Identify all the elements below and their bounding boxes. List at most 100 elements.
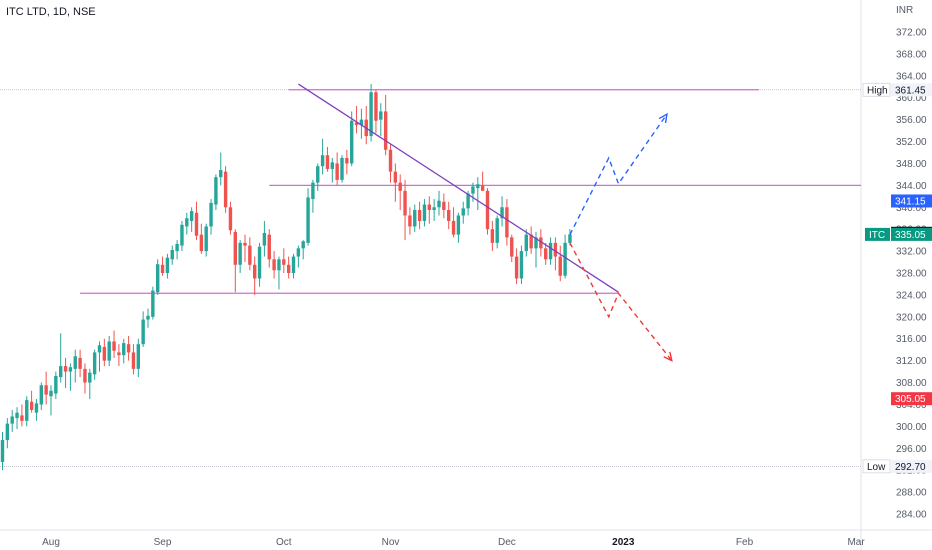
candle-body [442,201,446,211]
x-tick-label: Nov [382,537,400,548]
candle-body [243,242,247,246]
projection-down-arrow-arrowhead [663,351,673,362]
y-tick-label: 352.00 [896,137,927,148]
candle-body [233,231,237,265]
candle-body [340,157,344,180]
candle-body [209,202,213,227]
candle-body [272,259,276,271]
candle-body [320,155,325,167]
candle-body [131,352,136,369]
candle-body [151,290,155,317]
candle-body [112,341,116,351]
y-tick-label: 296.00 [896,444,927,455]
candle-body [59,366,63,378]
candle-body [97,345,102,353]
candle-body [136,344,140,369]
candle-body [44,385,48,395]
y-tick-label: 356.00 [896,115,927,126]
y-tick-label: 372.00 [896,28,927,39]
candle-body [451,220,456,235]
candle-body [553,242,558,257]
candle-body [39,385,43,405]
price-tag-box [891,392,932,406]
price-tag-value: 341.15 [895,196,926,207]
candle-body [25,400,29,421]
trendline[interactable] [297,83,619,293]
price-tag-box [891,459,932,473]
candle-body [330,162,334,169]
candle-body [107,341,111,361]
candle-body [398,182,402,191]
y-tick-label: 328.00 [896,269,927,280]
candle-body [393,171,398,183]
candle-body [490,229,495,243]
y-tick-label: 368.00 [896,49,927,60]
candle-body [568,234,572,243]
candle-body [175,243,179,252]
price-tag-name [862,459,891,474]
candle-body [0,440,5,462]
candle-body [15,412,19,419]
candle-body [306,197,310,243]
candle-body [267,234,271,260]
candle-body [524,234,528,252]
candle-body [456,215,461,235]
candle-body [485,190,490,230]
candle-body [510,237,514,257]
candle-body [529,234,533,249]
x-tick-label: Mar [847,537,865,548]
candle-body [335,163,339,180]
candle-body [189,211,194,221]
candle-body [447,210,451,221]
projection-down-arrow[interactable] [569,242,673,362]
price-tag-name [865,227,890,241]
candle-body [223,171,228,208]
price-tag-value: 335.05 [895,230,926,241]
price-tag-name-text: Low [867,462,886,473]
candle-body [286,264,291,273]
candle-body [388,149,393,172]
y-tick-label: 308.00 [896,378,927,389]
price-tag-name-text: ITC [869,230,885,241]
candle-body [10,416,14,424]
candle-body [534,237,538,249]
candle-body [248,245,252,265]
y-tick-label: 332.00 [896,247,927,258]
y-tick-label: 300.00 [896,422,927,433]
candle-body [296,248,301,257]
candle-body [63,366,68,372]
candle-body [165,257,170,273]
chart-title: ITC LTD, 1D, NSE [6,6,96,18]
candle-body [379,111,383,120]
candle-body [49,390,53,397]
candle-body [262,233,267,246]
candle-body [544,248,548,260]
candle-body [466,193,470,209]
y-tick-label: 348.00 [896,159,927,170]
candle-body [204,226,208,252]
candle-body [185,218,189,227]
currency-label: INR [896,5,913,16]
projection-up-arrow-arrowhead [658,112,668,124]
candle-body [359,119,364,126]
candle-body [253,264,257,279]
candle-body [316,166,320,183]
projection-up-arrow[interactable] [569,113,668,235]
candle-body [514,256,519,279]
price-tag-value: 292.70 [895,462,926,473]
x-tick-label: Oct [276,537,292,548]
price-tag-box [891,83,932,97]
candle-body [78,357,82,369]
candle-body [277,259,281,271]
candle-body [291,256,296,273]
candle-body [480,185,485,191]
candle-body [558,256,562,276]
candle-body [311,182,315,200]
candle-body [5,423,10,441]
y-tick-label: 340.00 [896,203,927,214]
candle-body [156,264,160,293]
candle-body [228,207,233,231]
candle-body [350,120,354,164]
price-tag-value: 305.05 [895,394,926,405]
